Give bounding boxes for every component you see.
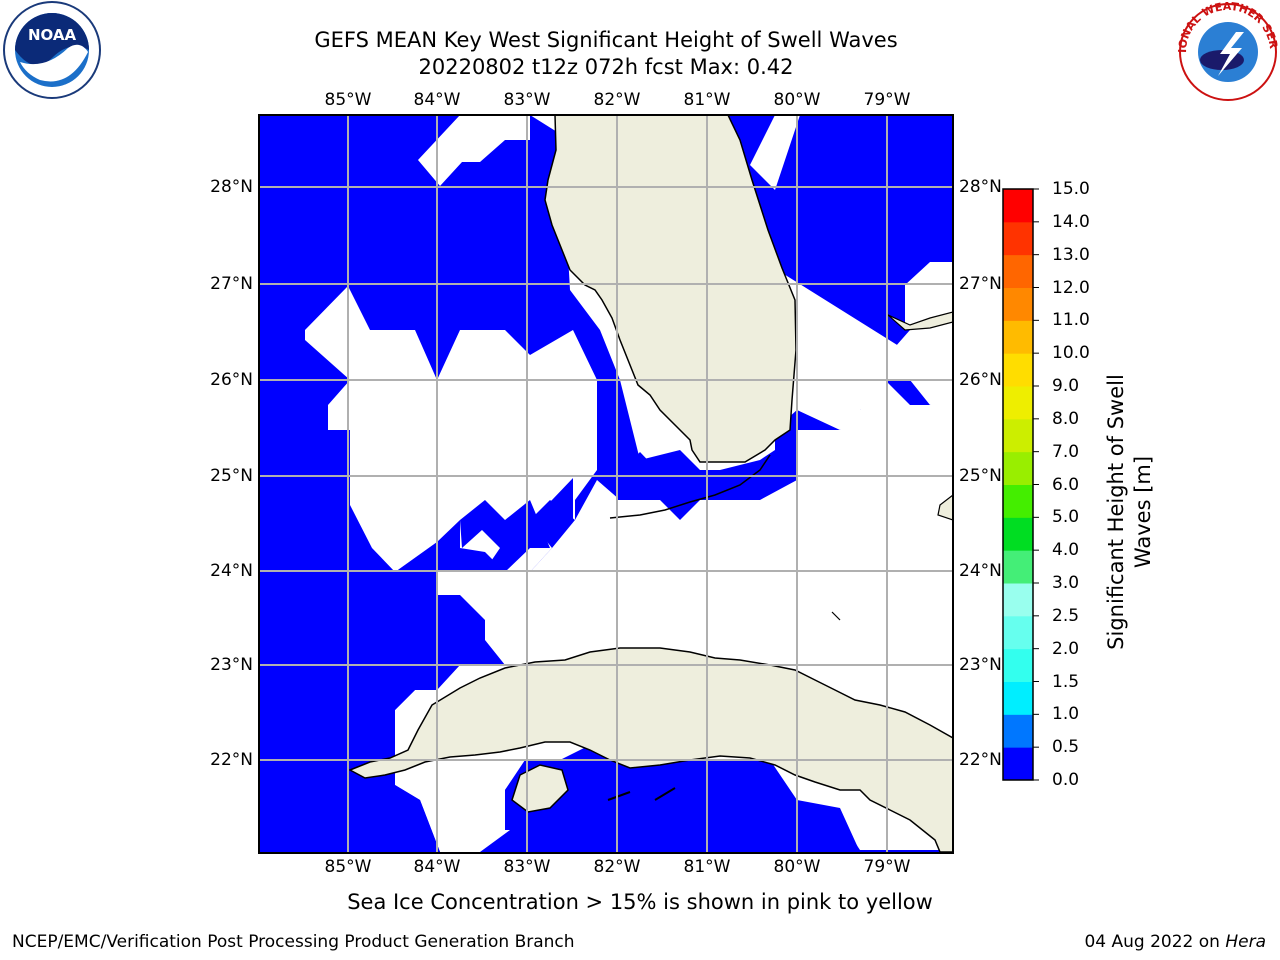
lon-tick-bottom: 85°W: [324, 857, 372, 877]
colorbar-tick-label: 2.0: [1052, 638, 1080, 659]
colorbar-segment: [1003, 747, 1033, 781]
colorbar-tick-label: 7.0: [1052, 441, 1080, 462]
lat-tick-right: 25°N: [959, 466, 1002, 486]
colorbar-segment: [1003, 484, 1033, 518]
lat-tick-right: 26°N: [959, 370, 1002, 390]
colorbar-segment: [1003, 418, 1033, 453]
colorbar: [1003, 188, 1039, 781]
colorbar-tick-label: 4.0: [1052, 540, 1080, 561]
lon-tick-bottom: 84°W: [413, 857, 461, 877]
colorbar-segment: [1003, 386, 1033, 420]
lon-tick-bottom: 81°W: [683, 857, 731, 877]
chart-title: GEFS MEAN Key West Significant Height of…: [314, 28, 898, 52]
colorbar-tick-label: 11.0: [1052, 310, 1090, 331]
lon-tick-bottom: 80°W: [773, 857, 821, 877]
colorbar-tick-label: 12.0: [1052, 277, 1090, 298]
colorbar-segment: [1003, 320, 1033, 354]
colorbar-tick-label: 10.0: [1052, 343, 1090, 364]
lon-tick-bottom: 82°W: [593, 857, 641, 877]
lon-tick-top: 83°W: [503, 90, 551, 110]
chart-subtitle: 20220802 t12z 072h fcst Max: 0.42: [418, 55, 794, 79]
lat-tick-left: 23°N: [210, 655, 253, 675]
colorbar-tick-label: 1.5: [1052, 671, 1080, 692]
colorbar-label: Significant Height of Swell Waves [m]: [1104, 374, 1155, 650]
florida-keys: [609, 454, 771, 519]
lat-tick-left: 25°N: [210, 466, 253, 486]
colorbar-segment: [1003, 648, 1033, 682]
footer-credit: NCEP/EMC/Verification Post Processing Pr…: [12, 932, 575, 952]
colorbar-tick-label: 15.0: [1052, 179, 1090, 199]
colorbar-segment: [1003, 517, 1033, 551]
lat-tick-left: 28°N: [210, 177, 253, 197]
colorbar-segment: [1003, 451, 1033, 485]
colorbar-tick-label: 8.0: [1052, 408, 1080, 429]
lat-tick-left: 27°N: [210, 274, 253, 294]
lon-tick-bottom: 79°W: [863, 857, 911, 877]
lat-tick-left: 24°N: [210, 561, 253, 581]
bahamas-land: [887, 311, 953, 331]
noaa-logo: NOAA: [3, 1, 101, 99]
lat-tick-left: 22°N: [210, 750, 253, 770]
colorbar-tick-label: 3.0: [1052, 573, 1080, 593]
colorbar-segment: [1003, 189, 1033, 223]
lon-tick-top: 84°W: [413, 90, 461, 110]
footer-host: Hera: [1225, 932, 1266, 952]
sea-ice-caption: Sea Ice Concentration > 15% is shown in …: [347, 890, 933, 914]
lat-tick-right: 28°N: [959, 177, 1002, 197]
footer-date: 04 Aug 2022 on Hera: [1084, 932, 1266, 952]
colorbar-segment: [1003, 714, 1033, 748]
colorbar-segment: [1003, 221, 1033, 256]
colorbar-tick-label: 5.0: [1052, 507, 1080, 528]
colorbar-segment: [1003, 287, 1033, 321]
lat-tick-right: 27°N: [959, 274, 1002, 294]
colorbar-tick-label: 0.5: [1052, 737, 1080, 758]
colorbar-segment: [1003, 583, 1033, 617]
lon-tick-top: 79°W: [863, 90, 911, 110]
lon-tick-bottom: 83°W: [503, 857, 551, 877]
lat-tick-right: 22°N: [959, 750, 1002, 770]
map-frame: [258, 114, 954, 854]
lat-tick-right: 24°N: [959, 561, 1002, 581]
colorbar-segment: [1003, 550, 1033, 584]
lon-tick-top: 80°W: [773, 90, 821, 110]
colorbar-tick-label: 13.0: [1052, 244, 1090, 265]
lat-tick-right: 23°N: [959, 655, 1002, 675]
colorbar-frame: [1002, 188, 1034, 781]
nws-logo: NATIONAL WEATHER SERVICE: [1176, 2, 1280, 101]
colorbar-tick-label: 2.5: [1052, 605, 1080, 626]
colorbar-segment: [1003, 681, 1033, 715]
colorbar-segment: [1003, 254, 1033, 288]
colorbar-segment: [1003, 353, 1033, 387]
colorbar-tick-label: 9.0: [1052, 376, 1080, 396]
lat-tick-left: 26°N: [210, 370, 253, 390]
lon-tick-top: 85°W: [324, 90, 372, 110]
lon-tick-top: 81°W: [683, 90, 731, 110]
colorbar-tick-label: 6.0: [1052, 474, 1080, 495]
colorbar-segment: [1003, 615, 1033, 650]
colorbar-tick-label: 14.0: [1052, 211, 1090, 232]
graticule: [259, 115, 953, 853]
colorbar-tick-label: 0.0: [1052, 770, 1080, 790]
lon-tick-top: 82°W: [593, 90, 641, 110]
svg-text:NOAA: NOAA: [28, 26, 77, 44]
colorbar-tick-label: 1.0: [1052, 704, 1080, 725]
